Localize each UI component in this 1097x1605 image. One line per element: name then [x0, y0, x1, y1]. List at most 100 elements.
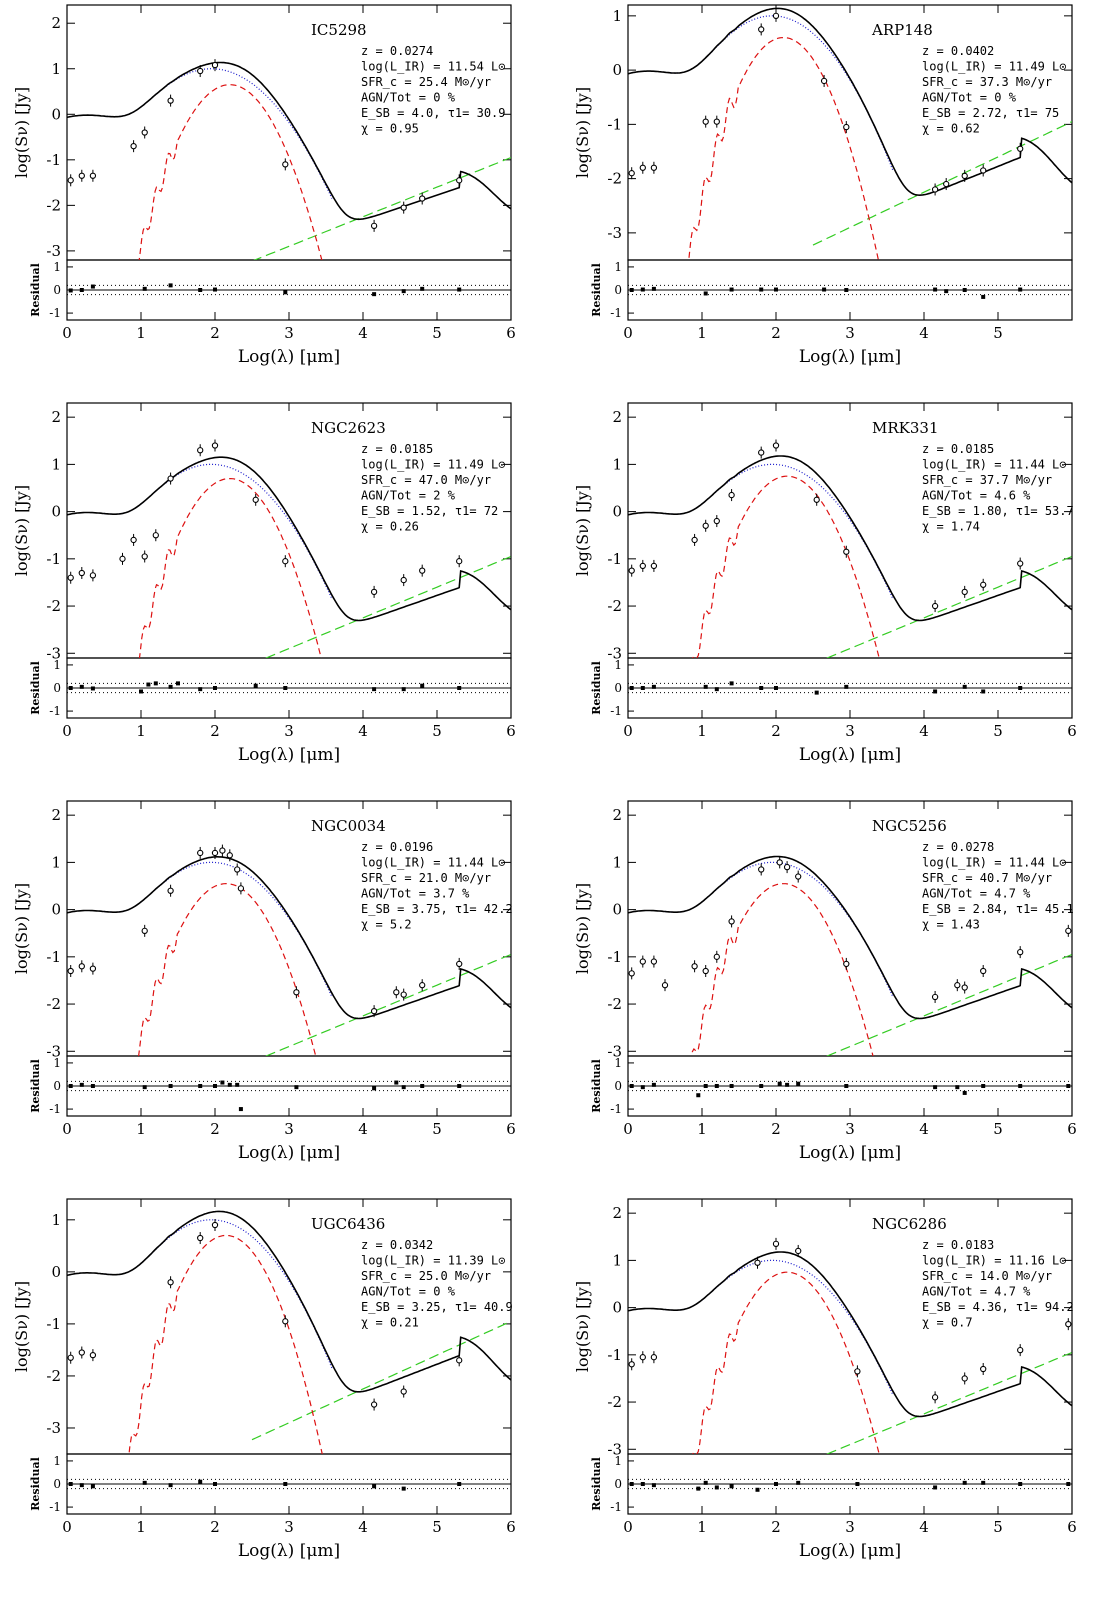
residual-tick-label: 1: [614, 1056, 622, 1070]
residual-point: [420, 286, 425, 291]
y-tick-label: -2: [607, 170, 622, 188]
y-tick-label: 0: [51, 901, 61, 919]
data-point: [728, 918, 735, 925]
residual-point: [235, 1082, 240, 1087]
residual-point: [729, 681, 734, 686]
x-axis-label: Log(λ) [μm]: [799, 1143, 901, 1163]
galaxy-name-label: NGC6286: [872, 1215, 947, 1233]
residual-tick-label: 1: [614, 658, 622, 672]
data-point: [419, 195, 426, 202]
residual-point: [79, 684, 84, 689]
x-tick-label: 2: [210, 1120, 220, 1138]
data-point: [628, 970, 635, 977]
residual-axis-label: Residual: [29, 263, 42, 317]
data-point: [197, 67, 204, 75]
data-point: [89, 1351, 97, 1359]
residual-point: [68, 1482, 73, 1486]
data-point: [758, 26, 765, 33]
info-line: AGN/Tot = 4.6 %: [922, 489, 1031, 503]
residual-point: [729, 1084, 734, 1088]
x-tick-label: 3: [284, 722, 294, 740]
x-tick-label: 3: [284, 324, 294, 342]
residual-point: [401, 687, 406, 692]
y-tick-label: 1: [51, 60, 61, 78]
residual-point: [981, 294, 986, 299]
residual-point: [457, 1084, 462, 1088]
data-point: [456, 1357, 463, 1364]
data-point: [167, 887, 174, 894]
residual-axis-label: Residual: [29, 1457, 42, 1511]
residual-point: [213, 1084, 217, 1088]
y-tick-label: -2: [607, 1393, 622, 1411]
x-tick-label: 2: [210, 722, 220, 740]
residual-point: [198, 1479, 203, 1484]
x-tick-label: 2: [771, 324, 781, 342]
residual-point: [372, 687, 377, 692]
x-tick-label: 0: [62, 722, 72, 740]
residual-tick-label: 0: [53, 681, 61, 695]
data-point: [980, 967, 987, 975]
x-tick-label: 5: [432, 324, 442, 342]
residual-point: [283, 290, 288, 295]
residual-point: [394, 1080, 399, 1085]
info-line: SFR_c = 21.0 M⊙/yr: [361, 871, 491, 885]
data-point: [702, 522, 709, 529]
x-tick-label: 3: [845, 722, 855, 740]
data-point: [772, 12, 780, 20]
data-point: [1065, 927, 1072, 935]
residual-tick-label: 1: [53, 658, 61, 672]
model-curves: [67, 456, 511, 658]
x-tick-label: 1: [136, 324, 146, 342]
data-point: [400, 1388, 407, 1395]
y-tick-label: -1: [607, 550, 622, 568]
total-model-line: [628, 1251, 1072, 1418]
x-tick-label: 4: [919, 722, 929, 740]
data-point: [456, 558, 463, 565]
residual-point: [703, 1084, 708, 1088]
info-line: χ = 1.43: [922, 918, 980, 932]
residual-tick-label: -1: [49, 306, 61, 320]
x-tick-label: 0: [623, 1120, 633, 1138]
data-point: [67, 574, 74, 581]
residual-point: [714, 1485, 719, 1490]
starburst-component-line: [692, 1271, 880, 1454]
residual-point: [168, 1483, 173, 1488]
residual-point: [855, 1482, 860, 1486]
data-point: [754, 1259, 761, 1266]
y-axis-label: log(Sν) [Jy]: [12, 485, 31, 576]
residual-point: [198, 288, 203, 292]
residual-point: [944, 289, 949, 294]
model-curves: [628, 7, 1072, 260]
residual-point: [220, 1080, 225, 1085]
data-point: [370, 1007, 378, 1015]
data-point: [961, 172, 968, 180]
residual-point: [168, 283, 173, 288]
starburst-component-line: [137, 882, 317, 1056]
residual-axis-label: Residual: [29, 1059, 42, 1113]
y-tick-label: 0: [51, 1263, 61, 1281]
residual-point: [785, 1082, 790, 1087]
data-point: [650, 958, 658, 965]
y-tick-label: 0: [51, 105, 61, 123]
model-curves: [628, 855, 1072, 1056]
data-point: [713, 953, 720, 960]
data-point: [713, 118, 720, 125]
residual-tick-label: 1: [53, 260, 61, 274]
residual-point: [844, 288, 849, 292]
info-line: E_SB = 4.36, τ1= 94.2: [922, 1300, 1074, 1314]
residual-point: [213, 686, 217, 690]
residual-point: [640, 1085, 645, 1090]
data-point: [795, 873, 802, 880]
total-model-line: [67, 456, 511, 622]
x-tick-label: 2: [771, 1518, 781, 1536]
residual-point: [759, 1084, 764, 1088]
info-line: log(L_IR) = 11.44 L⊙: [361, 856, 506, 870]
residual-point: [981, 689, 986, 694]
y-tick-label: 1: [51, 1211, 61, 1229]
x-tick-label: 6: [506, 1518, 516, 1536]
info-line: χ = 5.2: [361, 918, 412, 932]
residual-point: [79, 1483, 84, 1488]
residual-point: [238, 1107, 243, 1112]
y-axis-label: log(Sν) [Jy]: [573, 485, 592, 576]
